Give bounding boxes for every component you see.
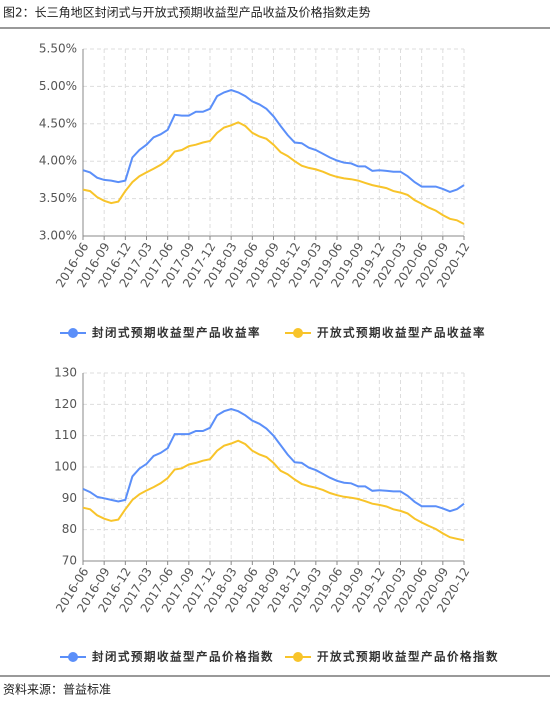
figure-title: 图2：长三角地区封闭式与开放式预期收益型产品收益及价格指数走势 bbox=[3, 5, 371, 20]
y-tick-label: 4.00% bbox=[39, 154, 77, 168]
y-tick-label: 3.50% bbox=[39, 191, 77, 205]
source-note: 资料来源：普益标准 bbox=[3, 683, 111, 697]
y-tick-label: 80 bbox=[62, 522, 77, 536]
y-tick-label: 5.50% bbox=[39, 42, 77, 56]
legend-label: 开放式预期收益型产品收益率 bbox=[317, 326, 486, 340]
y-tick-label: 100 bbox=[54, 460, 77, 474]
series-line bbox=[82, 89, 465, 193]
series-line bbox=[82, 439, 465, 542]
y-tick-label: 90 bbox=[62, 491, 77, 505]
y-tick-label: 120 bbox=[54, 397, 77, 411]
legend-label: 封闭式预期收益型产品收益率 bbox=[92, 326, 261, 340]
y-tick-label: 5.00% bbox=[39, 79, 77, 93]
y-tick-label: 3.00% bbox=[39, 229, 77, 243]
y-tick-label: 70 bbox=[62, 554, 77, 568]
legend-label: 封闭式预期收益型产品价格指数 bbox=[92, 650, 274, 664]
legend-marker bbox=[293, 328, 303, 338]
y-tick-label: 4.50% bbox=[39, 116, 77, 130]
legend-marker bbox=[68, 328, 78, 338]
series-line bbox=[82, 121, 465, 225]
legend-marker bbox=[68, 652, 78, 662]
legend-label: 开放式预期收益型产品价格指数 bbox=[317, 650, 499, 664]
legend-marker bbox=[293, 652, 303, 662]
y-tick-label: 130 bbox=[54, 366, 77, 380]
y-tick-label: 110 bbox=[54, 428, 77, 442]
series-line bbox=[82, 407, 465, 513]
